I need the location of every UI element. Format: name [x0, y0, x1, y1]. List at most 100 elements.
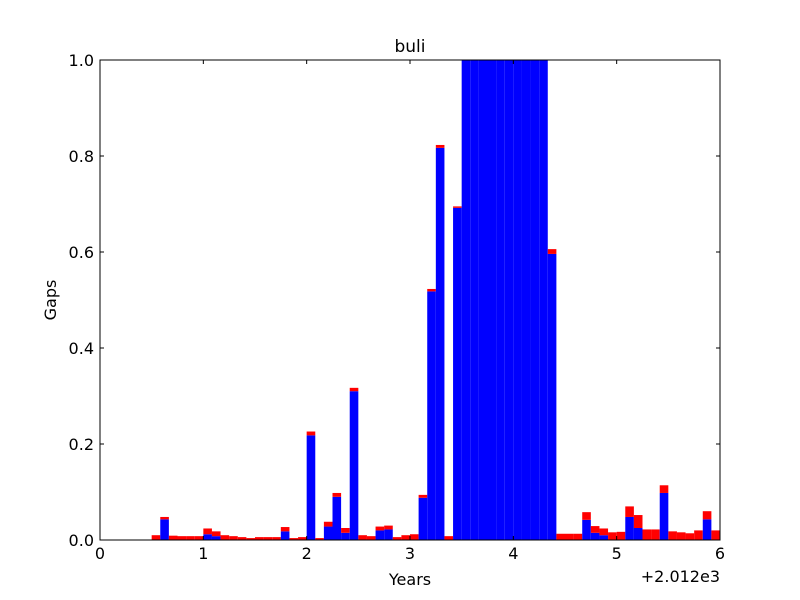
- y-axis-label: Gaps: [41, 280, 60, 321]
- bar-segment: [263, 537, 273, 540]
- bar-segment: [702, 519, 712, 540]
- bar-segment: [168, 535, 178, 540]
- bar-segment: [298, 537, 307, 540]
- bar-segment: [435, 144, 445, 148]
- bar-segment: [435, 147, 445, 540]
- bar-segment: [323, 526, 333, 540]
- bar-segment: [203, 534, 212, 540]
- y-tick-label: 1.0: [69, 51, 94, 70]
- bar-segment: [521, 60, 531, 540]
- bar-segment: [504, 60, 514, 540]
- bar-segment: [315, 538, 324, 540]
- bar-segment: [349, 391, 359, 540]
- bar-segment: [410, 534, 419, 540]
- bar-segment: [151, 535, 161, 540]
- bar-segment: [194, 536, 204, 540]
- bar-segment: [530, 60, 540, 540]
- y-tick-label: 0.2: [69, 435, 94, 454]
- bar-segment: [392, 537, 402, 540]
- x-offset-label: +2.012e3: [641, 567, 720, 586]
- bar-segment: [556, 533, 565, 540]
- bar-segment: [478, 60, 488, 540]
- bar-segment: [177, 536, 187, 540]
- y-tick-label: 0.8: [69, 147, 94, 166]
- bar-segment: [280, 531, 290, 540]
- bar-segment: [633, 528, 643, 540]
- bar-segment: [427, 291, 436, 540]
- bar-segment: [220, 535, 230, 540]
- bar-segment: [659, 485, 669, 493]
- bar-segment: [418, 494, 428, 498]
- bar-segment: [358, 535, 367, 540]
- bar-segment: [582, 512, 591, 520]
- bar-segment: [418, 497, 428, 540]
- bar-segment: [573, 533, 583, 540]
- bar-segment: [211, 531, 221, 537]
- bar-segment: [659, 492, 669, 540]
- x-tick-label: 3: [405, 544, 415, 563]
- bar-segment: [616, 531, 626, 540]
- bar-segment: [366, 536, 376, 540]
- bar-segment: [453, 207, 462, 540]
- bar-segment: [384, 529, 393, 540]
- bar-segment: [608, 532, 617, 540]
- bar-segment: [160, 519, 169, 540]
- bar-segment: [582, 519, 591, 540]
- bar-segment: [487, 60, 497, 540]
- bar-segment: [427, 288, 436, 292]
- bar-segment: [496, 60, 505, 540]
- bar-segment: [384, 525, 393, 530]
- bar-segment: [349, 387, 359, 392]
- bar-segment: [444, 536, 454, 540]
- bar-segment: [255, 537, 264, 540]
- bar-segment: [590, 532, 600, 540]
- bar-segment: [280, 527, 290, 532]
- bar-segment: [702, 511, 712, 520]
- bar-segment: [186, 536, 195, 540]
- bar-segment: [332, 496, 342, 540]
- bar-segment: [694, 530, 703, 540]
- bar-segment: [539, 60, 548, 540]
- x-tick-label: 6: [715, 544, 725, 563]
- y-tick-label: 0.0: [69, 531, 94, 550]
- x-tick-label: 0: [95, 544, 105, 563]
- bar-segment: [599, 535, 609, 540]
- y-tick-label: 0.6: [69, 243, 94, 262]
- bar-segment: [513, 60, 522, 540]
- x-tick-label: 5: [612, 544, 622, 563]
- bar-segment: [237, 537, 247, 540]
- bar-segment: [246, 538, 255, 540]
- bar-segment: [160, 516, 169, 520]
- bar-segment: [341, 532, 350, 540]
- bar-segment: [401, 535, 410, 540]
- bar-segment: [332, 492, 342, 497]
- bar-segment: [211, 536, 221, 540]
- bar-segment: [453, 206, 462, 208]
- bar-segment: [461, 60, 471, 540]
- bar-segment: [306, 435, 316, 540]
- bar-segment: [323, 521, 333, 527]
- bar-segment: [272, 537, 281, 540]
- bar-segment: [306, 431, 316, 436]
- bar-segment: [375, 526, 385, 531]
- bar-segment: [651, 529, 660, 540]
- x-tick-label: 2: [302, 544, 312, 563]
- bar-segment: [547, 253, 557, 541]
- bar-segment: [642, 529, 652, 540]
- bar-segment: [711, 530, 720, 540]
- bar-segment: [341, 528, 350, 533]
- bar-segment: [203, 528, 212, 535]
- chart-title: buli: [394, 37, 425, 57]
- bar-segment: [685, 533, 695, 540]
- bar-segment: [547, 249, 557, 254]
- bar-segment: [565, 533, 574, 540]
- x-tick-label: 1: [198, 544, 208, 563]
- plot-area: [151, 60, 720, 541]
- bar-segment: [625, 516, 634, 540]
- y-tick-label: 0.4: [69, 339, 94, 358]
- bar-segment: [590, 526, 600, 533]
- bar-segment: [289, 538, 299, 540]
- bar-segment: [375, 530, 385, 540]
